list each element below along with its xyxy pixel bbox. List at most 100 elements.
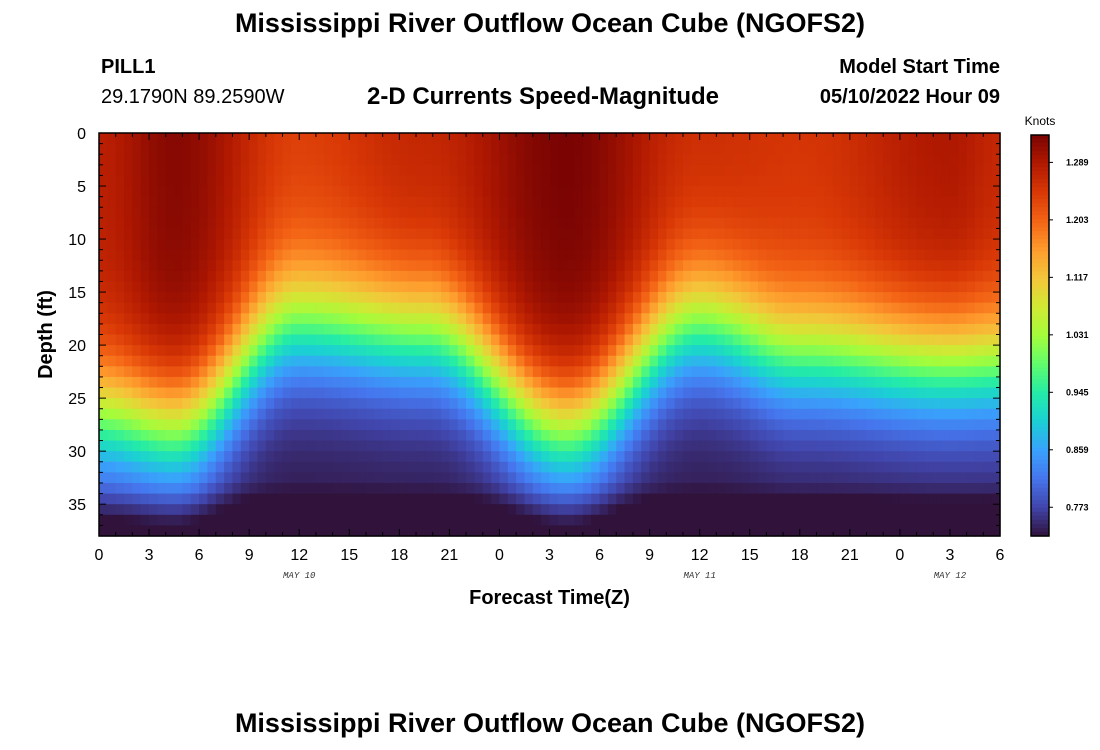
- heatmap-cell: [891, 164, 901, 177]
- heatmap-cell: [507, 376, 517, 389]
- heatmap-cell: [641, 525, 651, 537]
- heatmap-cell: [115, 217, 125, 230]
- x-tick-label: 18: [791, 547, 809, 564]
- heatmap-cell: [699, 143, 709, 155]
- heatmap-cell: [541, 429, 551, 442]
- heatmap-cell: [758, 313, 767, 325]
- heatmap-cell: [599, 164, 609, 177]
- heatmap-cell: [332, 355, 342, 367]
- heatmap-cell: [474, 281, 484, 293]
- heatmap-cell: [557, 472, 567, 484]
- heatmap-cell: [983, 472, 993, 484]
- colorbar-segment: [1031, 239, 1049, 244]
- heatmap-cell: [749, 398, 759, 410]
- heatmap-cell: [407, 207, 417, 219]
- heatmap-cell: [566, 419, 576, 431]
- heatmap-cell: [524, 366, 534, 378]
- heatmap-cell: [249, 164, 259, 177]
- heatmap-cell: [265, 398, 275, 410]
- heatmap-cell: [324, 461, 334, 473]
- heatmap-cell: [541, 514, 551, 526]
- heatmap-cell: [641, 461, 651, 473]
- heatmap-cell: [924, 270, 934, 283]
- heatmap-cell: [841, 451, 851, 463]
- heatmap-cell: [916, 217, 926, 230]
- heatmap-cell: [516, 461, 526, 473]
- heatmap-cell: [741, 419, 751, 431]
- heatmap-cell: [874, 143, 884, 155]
- heatmap-cell: [541, 302, 551, 314]
- heatmap-cell: [874, 133, 884, 145]
- heatmap-cell: [708, 398, 717, 410]
- heatmap-cell: [257, 461, 267, 473]
- heatmap-cell: [816, 514, 826, 526]
- heatmap-cell: [791, 376, 801, 389]
- heatmap-cell: [382, 323, 392, 336]
- heatmap-cell: [616, 292, 626, 304]
- colorbar-segment: [1031, 295, 1049, 301]
- heatmap-cell: [390, 175, 400, 187]
- heatmap-cell: [457, 429, 467, 442]
- heatmap-cell: [582, 260, 592, 272]
- heatmap-cell: [924, 302, 934, 314]
- heatmap-cell: [265, 154, 275, 166]
- heatmap-cell: [324, 281, 334, 293]
- heatmap-cell: [115, 228, 125, 240]
- heatmap-cell: [808, 281, 818, 293]
- heatmap-cell: [649, 270, 659, 283]
- heatmap-cell: [824, 186, 834, 198]
- heatmap-cell: [232, 461, 242, 473]
- heatmap-cell: [374, 186, 384, 198]
- heatmap-cell: [724, 355, 734, 367]
- heatmap-cell: [733, 270, 742, 283]
- heatmap-cell: [783, 143, 793, 155]
- heatmap-cell: [315, 493, 325, 505]
- heatmap-cell: [816, 292, 826, 304]
- heatmap-cell: [207, 429, 217, 442]
- heatmap-cell: [616, 355, 626, 367]
- heatmap-cell: [524, 355, 534, 367]
- heatmap-cell: [332, 196, 342, 208]
- y-tick-label: 20: [68, 338, 86, 355]
- heatmap-cell: [149, 207, 158, 219]
- heatmap-cell: [190, 355, 200, 367]
- heatmap-cell: [507, 514, 517, 526]
- heatmap-cell: [190, 217, 200, 230]
- heatmap-cell: [224, 334, 234, 346]
- heatmap-cell: [682, 461, 692, 473]
- heatmap-cell: [858, 164, 868, 177]
- heatmap-cell: [290, 398, 300, 410]
- heatmap-cell: [274, 143, 284, 155]
- model-start-label: Model Start Time: [839, 56, 1000, 78]
- heatmap-cell: [557, 281, 567, 293]
- heatmap-cell: [399, 504, 409, 516]
- heatmap-cell: [99, 514, 108, 526]
- heatmap-cell: [983, 186, 993, 198]
- heatmap-cell: [340, 514, 350, 526]
- heatmap-cell: [516, 281, 526, 293]
- heatmap-cell: [557, 249, 567, 261]
- heatmap-cell: [332, 451, 342, 463]
- heatmap-cell: [657, 504, 667, 516]
- heatmap-cell: [674, 260, 684, 272]
- heatmap-cell: [99, 429, 108, 442]
- heatmap-cell: [140, 366, 150, 378]
- heatmap-cell: [182, 482, 192, 495]
- heatmap-cell: [257, 451, 267, 463]
- heatmap-cell: [716, 260, 726, 272]
- heatmap-cell: [541, 292, 551, 304]
- heatmap-cell: [674, 270, 684, 283]
- heatmap-cell: [607, 366, 617, 378]
- heatmap-cell: [649, 461, 659, 473]
- heatmap-cell: [124, 302, 133, 314]
- heatmap-cell: [791, 366, 801, 378]
- heatmap-cell: [149, 472, 158, 484]
- heatmap-cell: [399, 217, 409, 230]
- heatmap-cell: [699, 525, 709, 537]
- heatmap-cell: [699, 504, 709, 516]
- heatmap-cell: [240, 281, 250, 293]
- heatmap-cell: [390, 186, 400, 198]
- heatmap-cell: [282, 366, 292, 378]
- heatmap-cell: [524, 239, 534, 251]
- heatmap-cell: [891, 525, 901, 537]
